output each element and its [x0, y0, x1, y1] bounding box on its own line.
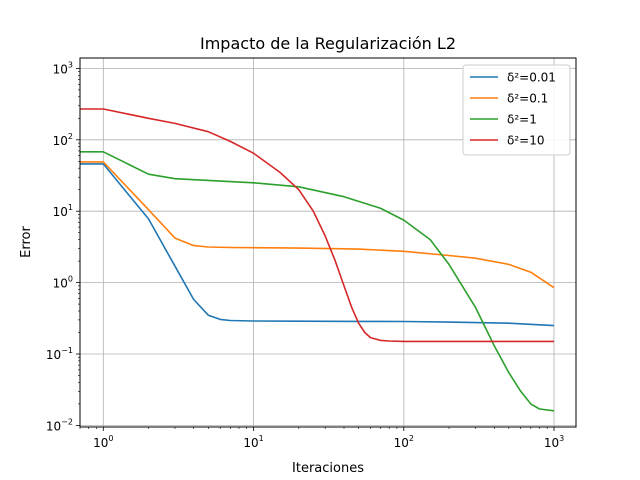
- series-line-2: [80, 151, 555, 412]
- y-axis-label: Error: [19, 226, 34, 258]
- legend: δ²=0.01 δ²=0.1 δ²=1 δ²=10: [462, 64, 571, 156]
- plot-frame: [79, 57, 577, 428]
- series-line-3: [80, 108, 554, 343]
- legend-box: [462, 64, 571, 156]
- x-tick-label: 100: [93, 434, 113, 450]
- legend-label-3: δ²=10: [507, 134, 544, 148]
- x-axis-label: Iteraciones: [292, 461, 364, 476]
- legend-label-0: δ²=0.01: [507, 71, 556, 85]
- series-lines: [80, 108, 555, 412]
- series-line-1: [80, 161, 555, 289]
- legend-label-2: δ²=1: [507, 113, 537, 127]
- legend-label-1: δ²=0.1: [507, 92, 548, 106]
- chart-title: Impacto de la Regularización L2: [200, 34, 456, 53]
- x-tick-label: 102: [394, 434, 414, 450]
- series-line-0: [80, 163, 555, 327]
